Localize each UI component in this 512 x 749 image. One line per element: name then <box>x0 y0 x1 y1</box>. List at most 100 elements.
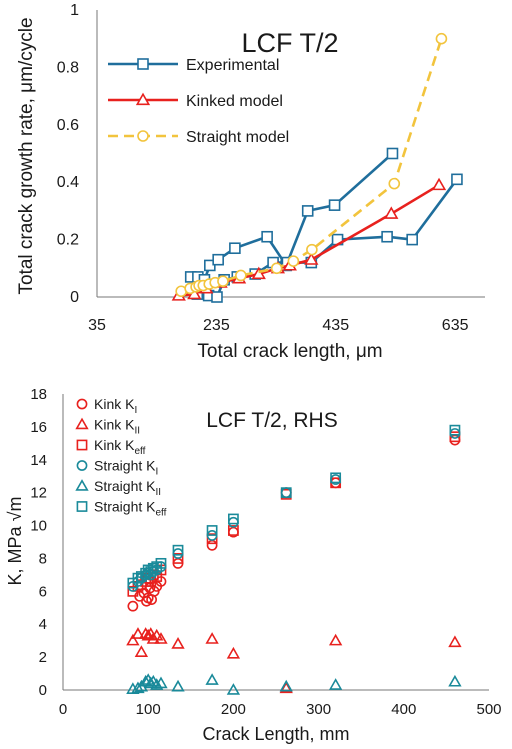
bottom-tick-labels: 0 100 200 300 400 500 0 2 4 6 8 10 12 14 16 18 <box>30 386 501 718</box>
bottom-legend-name: Kink K <box>94 396 135 412</box>
bottom-legend-subscript: I <box>155 467 158 478</box>
bottom-legend-marker <box>76 439 88 451</box>
top-data-point <box>306 243 318 256</box>
bottom-x-tick-label: 200 <box>221 701 246 718</box>
bottom-chart: LCF T/2, RHS Crack Length, mm K, MPa √m … <box>5 386 502 744</box>
bottom-legend-name: Kink K <box>94 417 135 433</box>
bottom-y-axis-label: K, MPa √m <box>5 497 25 586</box>
bottom-y-tick-label: 10 <box>30 518 47 535</box>
top-legend-marker <box>137 58 149 70</box>
bottom-data-point <box>127 600 139 612</box>
bottom-legend-item: Straight Keff <box>76 499 167 519</box>
top-data-point <box>261 230 273 243</box>
bottom-legend-item: Straight KII <box>75 478 161 498</box>
bottom-data-point <box>134 645 149 657</box>
bottom-legend-subscript: eff <box>155 508 166 519</box>
bottom-legend-name: Straight K <box>94 478 156 494</box>
bottom-legend-marker <box>75 479 89 491</box>
bottom-legend-item: Kink Keff <box>76 437 146 457</box>
bottom-data-point <box>154 676 168 689</box>
top-y-tick-label: 1 <box>70 2 79 19</box>
bottom-legend-name: Straight K <box>94 499 156 515</box>
top-data-point <box>386 147 399 160</box>
top-x-axis-label: Total crack length, μm <box>197 341 382 362</box>
bottom-data-point <box>448 674 462 687</box>
bottom-legend-label: Kink KI <box>94 396 137 416</box>
top-data-point <box>435 32 448 45</box>
bottom-y-tick-label: 16 <box>30 419 47 436</box>
bottom-data-point <box>280 487 292 499</box>
bottom-data-point <box>206 539 218 551</box>
top-data-point <box>381 230 393 243</box>
bottom-series-0 <box>127 434 461 612</box>
bottom-legend-subscript: II <box>134 426 140 437</box>
bottom-x-tick-label: 100 <box>136 701 161 718</box>
bottom-data-point <box>172 553 184 564</box>
bottom-x-tick-label: 400 <box>391 701 416 718</box>
bottom-data-point <box>154 632 168 644</box>
top-legend-label: Straight model <box>186 129 289 146</box>
top-chart: LCF T/2 Total crack length, μm Total cra… <box>16 2 485 362</box>
bottom-data-point <box>205 632 219 644</box>
bottom-legend-item: Straight KI <box>76 458 158 478</box>
top-x-tick-label: 635 <box>442 317 469 334</box>
top-chart-title: LCF T/2 <box>241 28 338 58</box>
top-data-point <box>388 177 401 190</box>
bottom-legend-marker <box>76 460 88 471</box>
top-legend-marker <box>135 92 151 106</box>
top-legend-label: Experimental <box>186 57 279 74</box>
top-data-point <box>431 177 447 191</box>
bottom-data-point <box>126 633 140 646</box>
bottom-data-point <box>172 544 184 556</box>
top-x-tick-label: 435 <box>322 317 349 334</box>
bottom-chart-title: LCF T/2, RHS <box>206 409 337 432</box>
bottom-legend-name: Kink K <box>94 437 135 453</box>
bottom-legend-subscript: I <box>134 405 137 416</box>
bottom-data-point <box>279 679 293 692</box>
top-data-point <box>229 242 241 255</box>
top-tick-labels: 35 235 435 635 0 0.2 0.4 0.6 0.8 1 <box>57 2 469 334</box>
top-data-point <box>287 255 300 267</box>
bottom-legend-label: Kink KII <box>94 417 140 437</box>
top-data-point <box>251 266 266 280</box>
top-y-tick-label: 0.8 <box>57 59 79 76</box>
bottom-x-tick-label: 300 <box>306 701 331 718</box>
bottom-x-tick-label: 500 <box>476 701 501 718</box>
bottom-legend-marker <box>75 417 89 430</box>
top-data-point <box>211 291 223 303</box>
top-series <box>171 32 463 303</box>
top-x-tick-label: 235 <box>203 317 230 334</box>
bottom-data-point <box>328 678 343 690</box>
bottom-data-point <box>171 679 185 692</box>
bottom-series-4 <box>126 673 462 695</box>
top-data-point <box>301 205 314 217</box>
top-y-tick-label: 0.6 <box>57 117 79 134</box>
top-y-tick-label: 0.4 <box>57 174 79 191</box>
bottom-series-2 <box>127 431 461 597</box>
bottom-data-point <box>228 513 239 525</box>
bottom-legend-name: Straight K <box>94 458 156 474</box>
bottom-data-point <box>205 673 219 685</box>
bottom-data-point <box>449 424 461 436</box>
bottom-data-point <box>228 525 239 536</box>
bottom-data-point <box>449 431 461 443</box>
top-data-point <box>328 199 341 211</box>
bottom-legend-subscript: II <box>155 487 161 498</box>
bottom-legend-label: Straight Keff <box>94 499 167 519</box>
top-data-point <box>270 262 283 275</box>
top-series-straight <box>175 32 448 298</box>
bottom-x-tick-label: 0 <box>59 701 67 718</box>
top-legend: Experimental Kinked model Straight model <box>108 57 289 146</box>
bottom-data-point <box>206 525 218 536</box>
bottom-y-tick-label: 4 <box>39 616 47 633</box>
top-data-point <box>217 275 229 288</box>
bottom-legend-item: Kink KI <box>76 396 137 416</box>
bottom-series-5 <box>127 424 461 589</box>
bottom-data-point <box>206 533 218 545</box>
top-data-point <box>384 206 399 219</box>
top-data-point <box>235 269 247 282</box>
bottom-data-point <box>226 683 241 695</box>
bottom-series <box>126 424 462 695</box>
